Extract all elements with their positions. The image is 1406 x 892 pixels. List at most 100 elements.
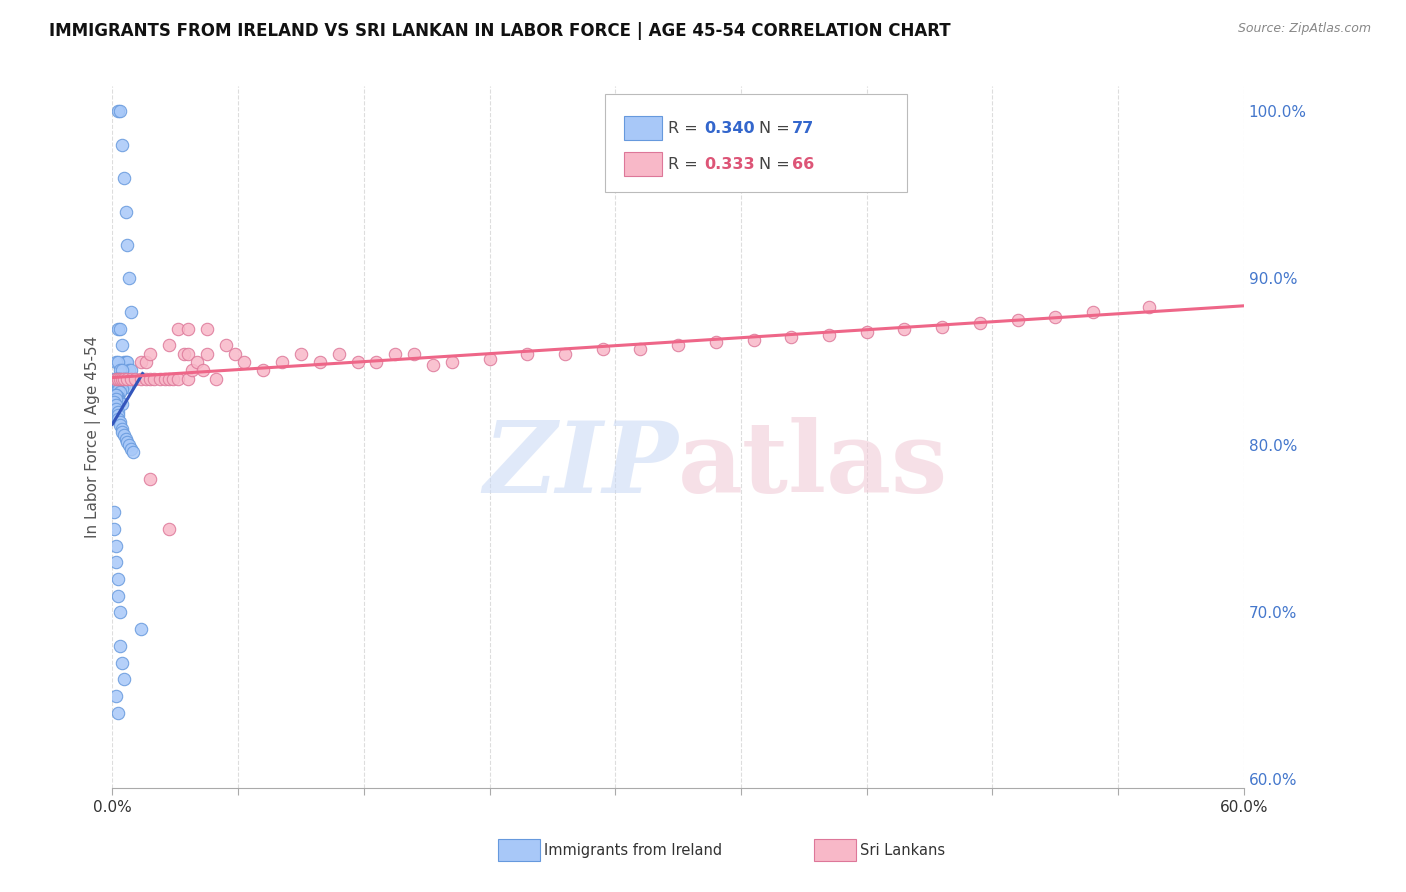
Point — [157, 338, 180, 352]
Point — [117, 355, 139, 369]
Point — [780, 330, 803, 344]
Point — [1007, 313, 1029, 327]
Point — [404, 346, 426, 360]
Point — [108, 376, 131, 391]
Point — [103, 505, 125, 519]
Point — [108, 321, 131, 335]
Point — [107, 393, 129, 408]
Point — [346, 355, 368, 369]
Text: IMMIGRANTS FROM IRELAND VS SRI LANKAN IN LABOR FORCE | AGE 45-54 CORRELATION CHA: IMMIGRANTS FROM IRELAND VS SRI LANKAN IN… — [49, 22, 950, 40]
Point — [105, 555, 128, 569]
Point — [112, 428, 135, 442]
Point — [205, 371, 228, 385]
Point — [105, 398, 128, 412]
Point — [195, 321, 218, 335]
Point — [107, 376, 129, 391]
Point — [969, 317, 991, 331]
Point — [108, 639, 131, 653]
Point — [108, 104, 131, 119]
Point — [114, 355, 136, 369]
Point — [107, 355, 129, 369]
Point — [107, 321, 129, 335]
Point — [124, 371, 146, 385]
Point — [107, 405, 129, 419]
Point — [112, 371, 135, 385]
Point — [120, 305, 142, 319]
Point — [1045, 310, 1067, 324]
Text: N =: N = — [759, 157, 796, 171]
Point — [139, 346, 162, 360]
Point — [155, 371, 177, 385]
Point — [103, 371, 125, 385]
Point — [114, 371, 136, 385]
Point — [139, 371, 162, 385]
Point — [142, 371, 165, 385]
Point — [893, 321, 915, 335]
Point — [114, 204, 136, 219]
Point — [114, 432, 136, 446]
Point — [177, 371, 200, 385]
Point — [105, 392, 128, 406]
Point — [195, 346, 218, 360]
Point — [666, 338, 689, 352]
Point — [120, 363, 142, 377]
Text: 66: 66 — [792, 157, 814, 171]
Point — [108, 380, 131, 394]
Text: Source: ZipAtlas.com: Source: ZipAtlas.com — [1237, 22, 1371, 36]
Point — [108, 384, 131, 399]
Text: 0.333: 0.333 — [704, 157, 755, 171]
Point — [105, 539, 128, 553]
Point — [108, 606, 131, 620]
Point — [704, 334, 727, 349]
Point — [117, 435, 139, 450]
Point — [103, 522, 125, 536]
Point — [117, 238, 139, 252]
Point — [105, 371, 128, 385]
Point — [516, 346, 538, 360]
Point — [308, 355, 330, 369]
Point — [111, 656, 134, 670]
Point — [384, 346, 406, 360]
Point — [214, 338, 236, 352]
Point — [120, 371, 142, 385]
Point — [107, 411, 129, 425]
Point — [177, 321, 200, 335]
Point — [105, 388, 128, 402]
Point — [290, 346, 312, 360]
Text: R =: R = — [668, 121, 703, 136]
Point — [111, 363, 134, 377]
Point — [118, 438, 141, 452]
Point — [108, 371, 131, 385]
Point — [105, 689, 128, 703]
Point — [139, 472, 162, 486]
Point — [180, 363, 202, 377]
Point — [112, 672, 135, 686]
Point — [157, 522, 180, 536]
Point — [129, 355, 152, 369]
Point — [118, 271, 141, 285]
Point — [105, 355, 128, 369]
Point — [173, 346, 195, 360]
Text: ZIP: ZIP — [484, 417, 678, 514]
Point — [592, 342, 614, 356]
Point — [122, 445, 145, 459]
Point — [111, 338, 134, 352]
Point — [157, 371, 180, 385]
Point — [271, 355, 294, 369]
Point — [107, 378, 129, 392]
Point — [117, 371, 139, 385]
Text: R =: R = — [668, 157, 703, 171]
Point — [233, 355, 256, 369]
Text: 0.340: 0.340 — [704, 121, 755, 136]
Point — [112, 371, 135, 385]
Point — [931, 319, 953, 334]
Point — [107, 589, 129, 603]
Text: 77: 77 — [792, 121, 814, 136]
Point — [162, 371, 184, 385]
Point — [107, 371, 129, 385]
Point — [108, 415, 131, 429]
Point — [107, 392, 129, 406]
Point — [1139, 300, 1161, 314]
Point — [111, 425, 134, 439]
Point — [118, 363, 141, 377]
